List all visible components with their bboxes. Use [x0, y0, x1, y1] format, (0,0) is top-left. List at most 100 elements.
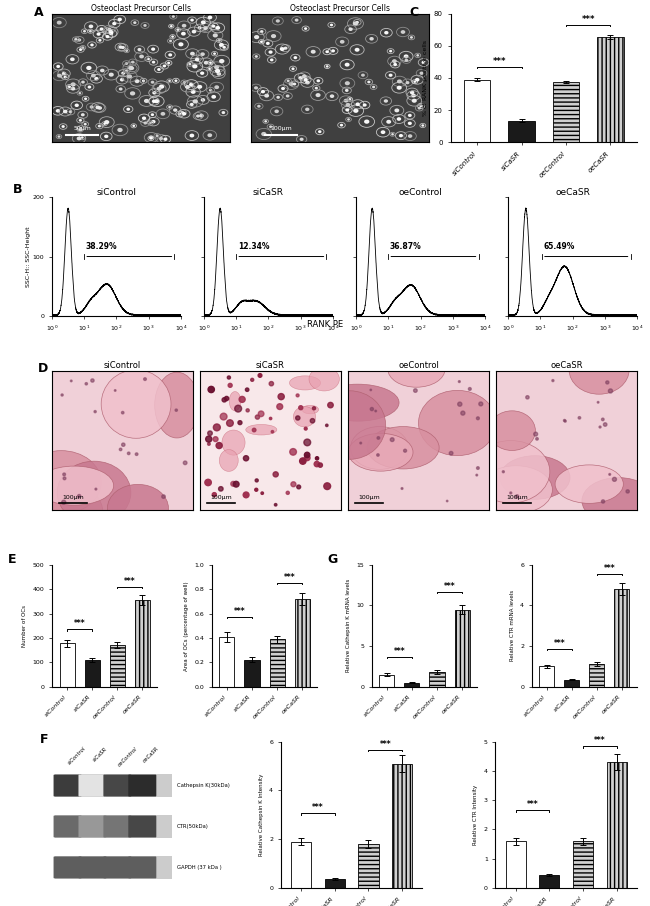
Text: 100μm: 100μm: [211, 496, 232, 500]
Circle shape: [80, 49, 81, 51]
Ellipse shape: [302, 405, 318, 414]
Circle shape: [255, 87, 257, 89]
Text: 100μm: 100μm: [358, 496, 380, 500]
Text: oeCaSR: oeCaSR: [142, 746, 161, 764]
Circle shape: [142, 81, 144, 82]
Text: RANK PE: RANK PE: [307, 320, 343, 329]
Circle shape: [98, 125, 100, 127]
Circle shape: [207, 443, 210, 446]
Circle shape: [186, 86, 189, 88]
FancyBboxPatch shape: [53, 856, 82, 879]
Circle shape: [172, 36, 174, 37]
Circle shape: [328, 402, 333, 408]
Circle shape: [90, 31, 91, 32]
Circle shape: [88, 86, 90, 88]
Circle shape: [390, 51, 391, 52]
Circle shape: [401, 487, 403, 489]
Circle shape: [135, 453, 138, 456]
Circle shape: [152, 48, 155, 50]
Circle shape: [209, 16, 212, 19]
Circle shape: [377, 437, 380, 439]
Circle shape: [552, 380, 554, 381]
Circle shape: [372, 86, 374, 88]
Circle shape: [390, 438, 394, 441]
Circle shape: [398, 80, 401, 82]
Circle shape: [162, 495, 165, 498]
Circle shape: [218, 40, 220, 41]
Circle shape: [346, 90, 348, 92]
Circle shape: [227, 376, 231, 379]
Ellipse shape: [293, 407, 316, 427]
Circle shape: [326, 424, 328, 427]
Text: B: B: [14, 183, 23, 197]
Circle shape: [315, 457, 318, 460]
Title: siControl: siControl: [104, 361, 141, 370]
Circle shape: [564, 419, 566, 421]
Circle shape: [70, 111, 72, 112]
Circle shape: [265, 120, 266, 121]
Circle shape: [208, 134, 211, 137]
Circle shape: [304, 428, 307, 430]
Circle shape: [356, 103, 359, 105]
Circle shape: [144, 378, 146, 381]
Circle shape: [127, 452, 130, 455]
Text: ***: ***: [233, 607, 245, 616]
Y-axis label: Area of OCs (percentage of well): Area of OCs (percentage of well): [184, 581, 189, 670]
Circle shape: [170, 41, 172, 42]
Circle shape: [131, 67, 133, 69]
Circle shape: [205, 479, 211, 486]
Circle shape: [300, 458, 306, 464]
Circle shape: [578, 417, 580, 419]
Circle shape: [91, 44, 93, 45]
Circle shape: [201, 53, 204, 55]
Circle shape: [193, 100, 197, 103]
Circle shape: [449, 451, 453, 455]
Circle shape: [193, 65, 197, 68]
Circle shape: [169, 107, 170, 108]
Circle shape: [397, 86, 401, 89]
Circle shape: [220, 60, 224, 63]
Circle shape: [601, 419, 604, 420]
Circle shape: [243, 456, 249, 461]
Circle shape: [305, 28, 307, 29]
Circle shape: [172, 15, 174, 17]
Circle shape: [276, 20, 280, 22]
Text: A: A: [34, 5, 44, 19]
FancyBboxPatch shape: [53, 775, 82, 796]
Circle shape: [400, 135, 402, 137]
Circle shape: [270, 59, 273, 61]
Circle shape: [304, 455, 310, 460]
Circle shape: [235, 405, 242, 412]
Circle shape: [87, 66, 91, 70]
FancyBboxPatch shape: [79, 815, 107, 837]
FancyBboxPatch shape: [79, 856, 107, 879]
Text: Cathepsin K(30kDa): Cathepsin K(30kDa): [177, 783, 229, 788]
Circle shape: [113, 23, 116, 24]
Circle shape: [311, 51, 315, 53]
Circle shape: [293, 83, 296, 85]
Circle shape: [317, 80, 319, 82]
Circle shape: [153, 92, 156, 94]
Title: siCaSR: siCaSR: [253, 188, 284, 197]
Circle shape: [190, 83, 193, 86]
Circle shape: [80, 128, 81, 129]
Circle shape: [272, 34, 276, 37]
Circle shape: [284, 47, 287, 49]
Circle shape: [447, 500, 448, 502]
Circle shape: [122, 72, 124, 74]
Circle shape: [126, 70, 127, 72]
Bar: [597, 37, 624, 142]
Circle shape: [71, 58, 74, 61]
Circle shape: [458, 381, 460, 382]
Ellipse shape: [367, 427, 439, 469]
Circle shape: [133, 125, 135, 126]
Text: siCaSR: siCaSR: [92, 746, 109, 763]
Circle shape: [69, 86, 70, 87]
Circle shape: [160, 85, 164, 88]
Circle shape: [150, 138, 151, 139]
Circle shape: [296, 394, 299, 397]
Circle shape: [287, 81, 289, 82]
Circle shape: [157, 87, 161, 90]
Text: ***: ***: [124, 577, 135, 586]
Bar: [430, 672, 445, 687]
